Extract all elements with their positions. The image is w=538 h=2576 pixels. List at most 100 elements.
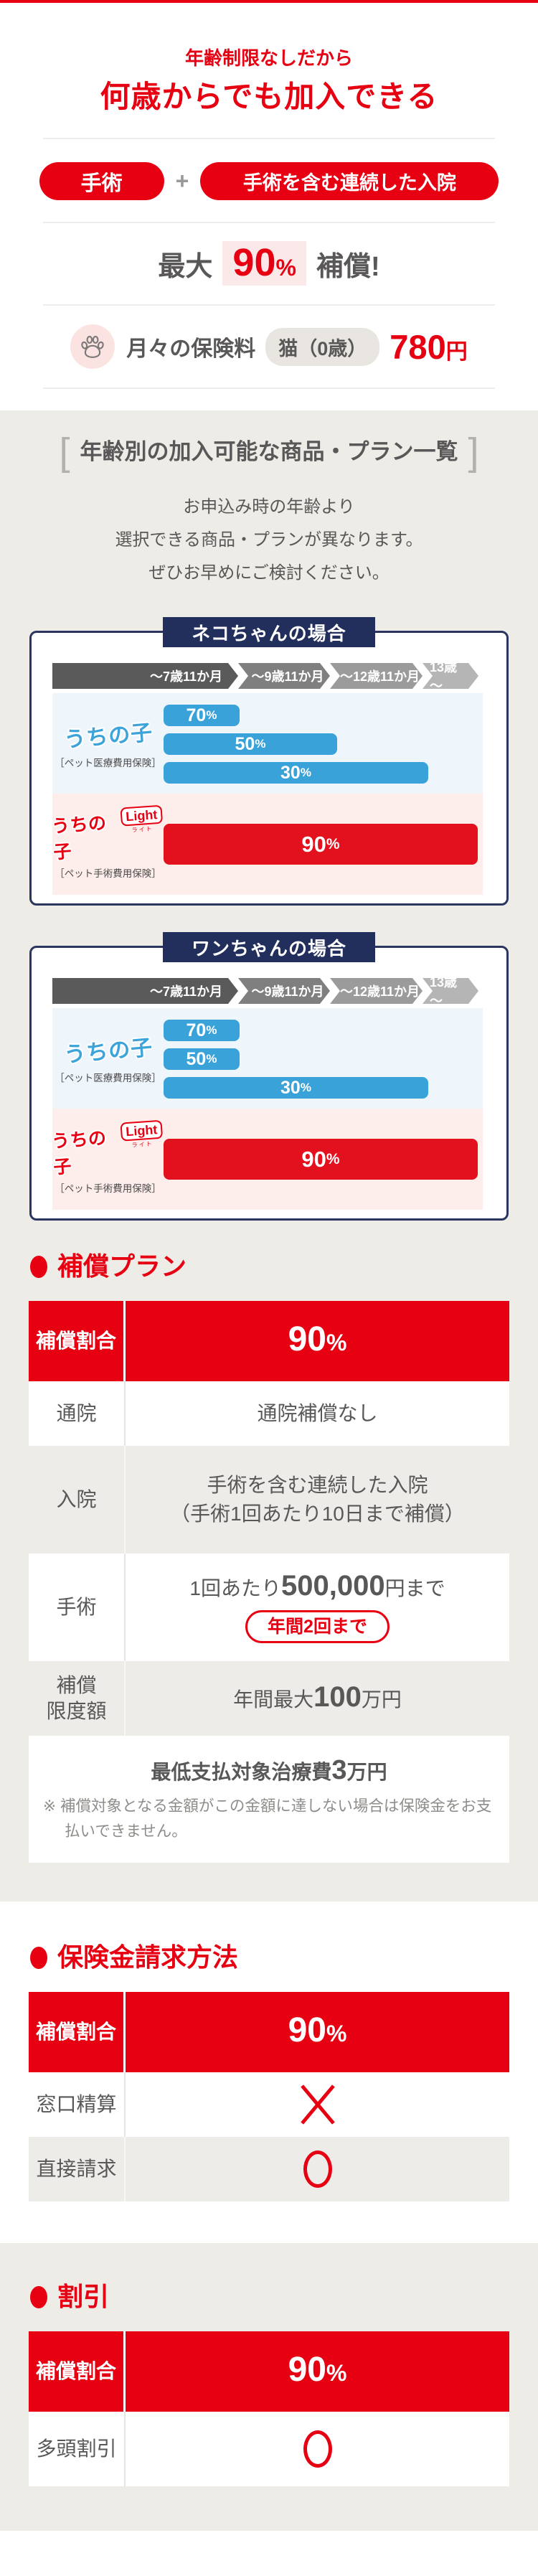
table-row: 直接請求 bbox=[29, 2137, 509, 2201]
light-badge: Light bbox=[120, 1119, 164, 1142]
row-value: 手術を含む連続した入院 （手術1回あたり10日まで補償） bbox=[126, 1446, 509, 1553]
row-value: 1回あたり 500,000 円まで 年間2回まで bbox=[126, 1553, 509, 1661]
header-label: 補償割合 bbox=[29, 2331, 126, 2412]
row-value bbox=[126, 2072, 509, 2137]
bullet-icon bbox=[30, 2285, 47, 2308]
bar-value: 50 bbox=[235, 733, 255, 754]
plan-list-heading-text: 年齢別の加入可能な商品・プラン一覧 bbox=[80, 439, 458, 464]
age-range-segment: 13歳～ bbox=[423, 978, 478, 1004]
medical-caption: ［ペット医療費用保険］ bbox=[55, 757, 161, 768]
bullet-icon bbox=[30, 1946, 47, 1969]
age-range-segment: ～12歳11か月 bbox=[330, 978, 423, 1004]
row-label-line: 直接請求 bbox=[36, 2158, 117, 2180]
description-line: ぜひお早めにご検討ください。 bbox=[148, 563, 390, 583]
value-line: 最低支払対象治療費 3 万円 bbox=[43, 1753, 495, 1790]
coverage-pills-row: 手術 + 手術を含む連続した入院 bbox=[0, 162, 538, 200]
max-label: 最大 bbox=[158, 251, 213, 282]
monthly-fee-row: 月々の保険料 猫（0歳） 780 円 bbox=[0, 324, 538, 369]
max-percent-value: 90 bbox=[232, 241, 276, 284]
medical-bars: 70% 50% 30% bbox=[164, 693, 483, 794]
claim-method-heading: 保険金請求方法 bbox=[30, 1943, 538, 1972]
row-label-line: 入院 bbox=[56, 1488, 97, 1510]
hospitalization-pill: 手術を含む連続した入院 bbox=[200, 162, 499, 200]
value-text: 500,000 bbox=[280, 1570, 385, 1602]
circle-mark bbox=[303, 2150, 332, 2188]
fee-price: 780 円 bbox=[390, 327, 467, 367]
uchinoko-light-logo-block: うちの子 Light ライト ［ペット手術費用保険］ bbox=[51, 804, 164, 880]
bullet-icon bbox=[30, 1255, 47, 1278]
coverage-rate-bar: 70% bbox=[164, 1020, 240, 1041]
age-range-segment: 13歳～ bbox=[423, 663, 478, 689]
header-value: 90% bbox=[126, 1992, 509, 2072]
bar-value: 30 bbox=[280, 1077, 301, 1098]
plan-list-description: お申込み時の年齢より 選択できる商品・プランが異なります。 ぜひお早めにご検討く… bbox=[0, 491, 538, 590]
uchinoko-logo-block: うちの子 ［ペット医療費用保険］ bbox=[52, 1008, 164, 1109]
value-text: 90 bbox=[288, 2011, 326, 2049]
medical-plan-zone: うちの子 ［ペット医療費用保険］ 70% 50% 30% bbox=[52, 1008, 483, 1109]
fee-label: 月々の保険料 bbox=[126, 337, 256, 361]
row-value: 年間最大 100 万円 bbox=[126, 1661, 509, 1736]
surgery-bars: 90% bbox=[164, 1139, 483, 1180]
row-label-line: 通院 bbox=[56, 1402, 97, 1424]
bar-value: 70 bbox=[186, 1020, 207, 1040]
description-line: 選択できる商品・プランが異なります。 bbox=[115, 530, 423, 550]
coverage-rate-bar: 70% bbox=[164, 705, 240, 726]
pet-age-badge: 猫（0歳） bbox=[265, 327, 380, 366]
bar-unit: % bbox=[326, 835, 340, 852]
age-range-segment: ～7歳11か月 bbox=[52, 978, 238, 1004]
table-row: 多頭割引 bbox=[29, 2412, 509, 2486]
page-title: 何歳からでも加入できる bbox=[100, 80, 438, 113]
claim-method-section: 保険金請求方法 補償割合 90% 窓口精算 直接請求 bbox=[0, 1902, 538, 2243]
uchinoko-light-logo: うちの子 Light ライト bbox=[51, 804, 166, 865]
light-furigana: ライト bbox=[131, 825, 154, 834]
row-label-line: 多頭割引 bbox=[36, 2438, 117, 2460]
surgery-pill: 手術 bbox=[39, 162, 164, 200]
row-label: 入院 bbox=[29, 1446, 126, 1553]
row-label-line: 補償 bbox=[56, 1674, 97, 1696]
bar-unit: % bbox=[300, 766, 311, 779]
plus-sign: + bbox=[175, 168, 189, 194]
row-label: 多頭割引 bbox=[29, 2412, 126, 2486]
value-text: % bbox=[326, 1330, 347, 1355]
bracket-left: [ bbox=[59, 431, 70, 474]
light-badge-block: Light ライト bbox=[120, 804, 164, 835]
value-line: 90% bbox=[288, 2353, 347, 2387]
uchinoko-logo-block: うちの子 ［ペット医療費用保険］ bbox=[52, 693, 164, 794]
plan-list-section: [ 年齢別の加入可能な商品・プラン一覧 ] お申込み時の年齢より 選択できる商品… bbox=[0, 410, 538, 1902]
value-line: 90% bbox=[288, 2011, 347, 2049]
value-text: 1回あたり bbox=[189, 1577, 281, 1599]
uchinoko-light-logo-block: うちの子 Light ライト ［ペット手術費用保険］ bbox=[51, 1119, 164, 1195]
uchinoko-logo: うちの子 bbox=[62, 720, 154, 752]
fee-value: 780 bbox=[390, 327, 446, 366]
cat-plan-card: ネコちゃんの場合 ～7歳11か月 ～9歳11か月 ～12歳11か月 13歳～ うちの子… bbox=[29, 617, 509, 906]
note-text: ※ 補償対象となる金額がこの金額に達しない場合は保険金をお支払いできません。 bbox=[43, 1797, 492, 1840]
bar-unit: % bbox=[206, 708, 217, 722]
hero-section: 年齢制限なしだから 何歳からでも加入できる 手術 + 手術を含む連続した入院 最… bbox=[0, 3, 538, 410]
bracket-right: ] bbox=[468, 431, 479, 474]
description-line: お申込み時の年齢より bbox=[183, 497, 355, 517]
dog-plan-card: ワンちゃんの場合 ～7歳11か月 ～9歳11か月 ～12歳11か月 13歳～ うちの子… bbox=[29, 932, 509, 1221]
surgery-caption: ［ペット手術費用保険］ bbox=[55, 868, 161, 879]
max-percent-box: 90 % bbox=[222, 241, 306, 286]
bar-value: 90 bbox=[301, 831, 326, 857]
divider bbox=[43, 138, 495, 139]
max-percent-unit: % bbox=[275, 255, 296, 281]
row-label-line: 窓口精算 bbox=[36, 2093, 117, 2115]
discount-heading: 割引 bbox=[30, 2283, 538, 2311]
age-range-segment: ～9歳11か月 bbox=[238, 978, 330, 1004]
age-range-bar: ～7歳11か月 ～9歳11か月 ～12歳11か月 13歳～ bbox=[52, 978, 478, 1004]
limit-badge: 年間2回まで bbox=[245, 1610, 390, 1643]
age-range-segment: ～7歳11か月 bbox=[52, 663, 238, 689]
value-text: 通院補償なし bbox=[257, 1402, 378, 1424]
bar-unit: % bbox=[300, 1081, 311, 1094]
coverage-rate-bar: 30% bbox=[164, 762, 428, 784]
value-text: 3 bbox=[331, 1755, 347, 1785]
minimum-fee-title: 最低支払対象治療費 3 万円 bbox=[43, 1753, 495, 1790]
coverage-rate-bar: 90% bbox=[164, 1139, 478, 1180]
value-text: 万円 bbox=[346, 1761, 387, 1783]
value-text: 手術を含む連続した入院 bbox=[207, 1474, 428, 1496]
dog-card-title: ワンちゃんの場合 bbox=[163, 932, 375, 962]
bar-unit: % bbox=[326, 1150, 340, 1167]
max-coverage-row: 最大 90 % 補償! bbox=[0, 241, 538, 286]
table-header-row: 補償割合 90% bbox=[29, 2331, 509, 2412]
